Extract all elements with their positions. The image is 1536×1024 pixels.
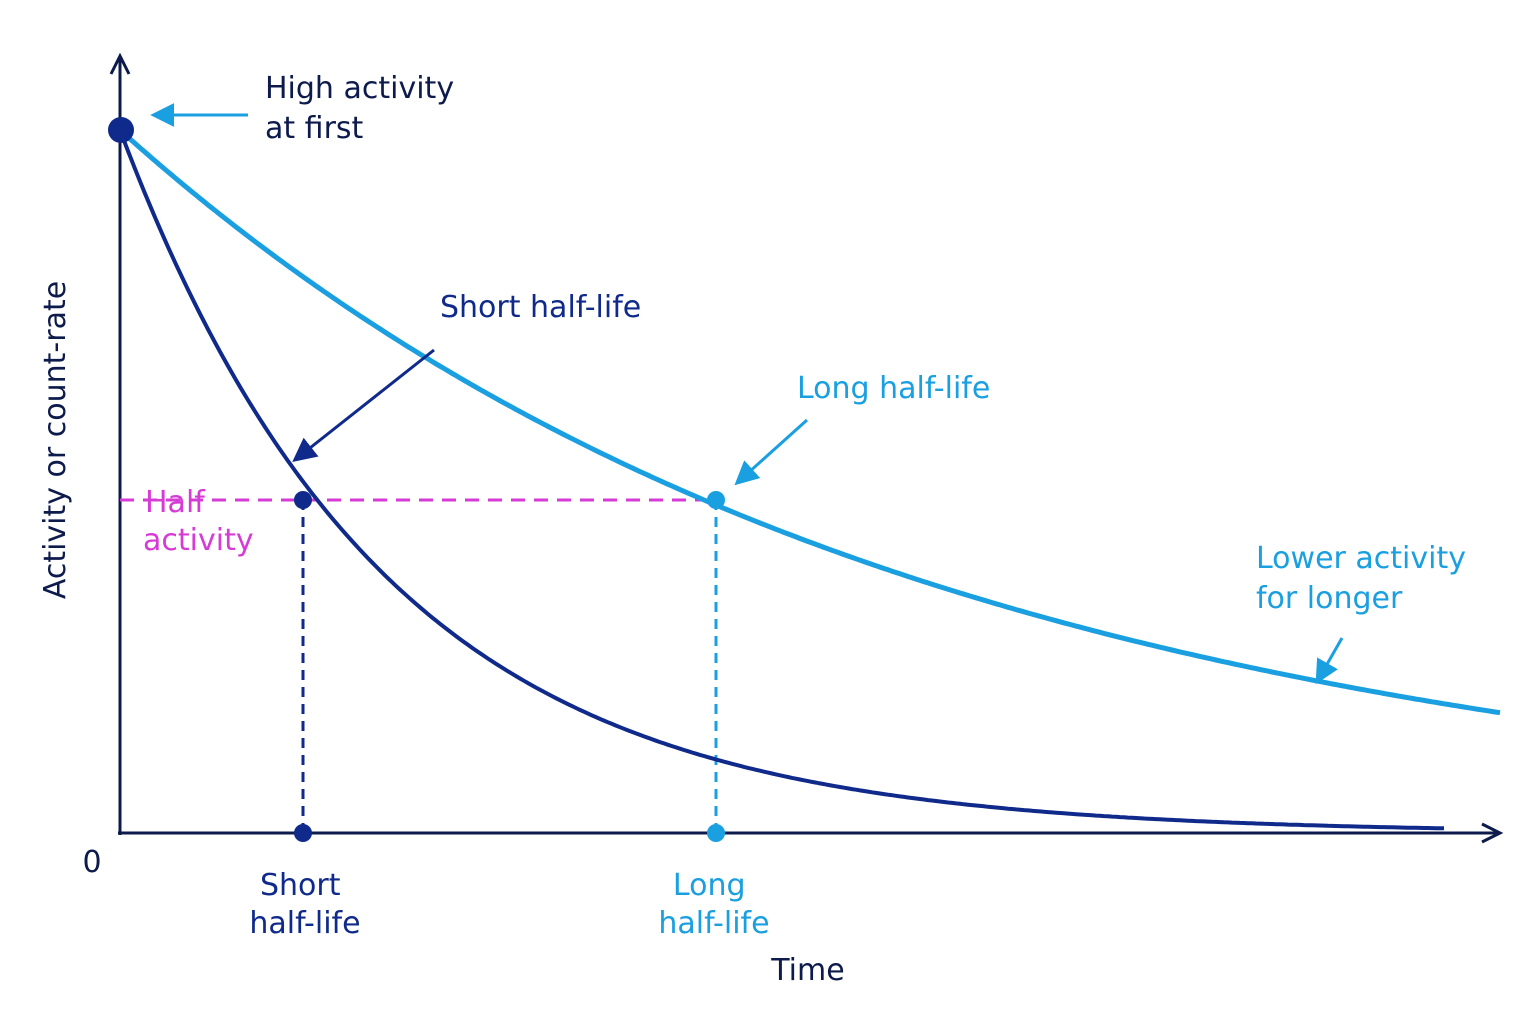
high-activity-label: High activity at first: [265, 71, 464, 146]
x-long-label: Long half-life: [658, 868, 769, 941]
long-half-dot: [707, 491, 725, 509]
arrow-lower: [1315, 637, 1344, 685]
axes: [109, 52, 1504, 844]
short-half-dot: [294, 491, 312, 509]
short-axis-dot: [294, 824, 312, 842]
arrow-short: [292, 348, 435, 462]
x-short-label: Short half-life: [249, 868, 360, 941]
x-label: Time: [770, 953, 844, 988]
y-label: Activity or count-rate: [38, 281, 73, 599]
start-dot: [108, 117, 134, 143]
long-axis-dot: [707, 824, 725, 842]
short-curve: [118, 129, 1444, 831]
lower-activity-label: Lower activity for longer: [1256, 541, 1476, 616]
origin-label: 0: [82, 845, 101, 880]
half-activity-label: Half activity: [143, 485, 254, 558]
arrow-long: [734, 418, 809, 486]
short-half-life-label: Short half-life: [440, 290, 641, 325]
x-arrow: [1481, 822, 1504, 844]
long-half-life-label: Long half-life: [797, 371, 990, 406]
y-arrow: [109, 52, 131, 75]
long-curve: [118, 128, 1501, 716]
